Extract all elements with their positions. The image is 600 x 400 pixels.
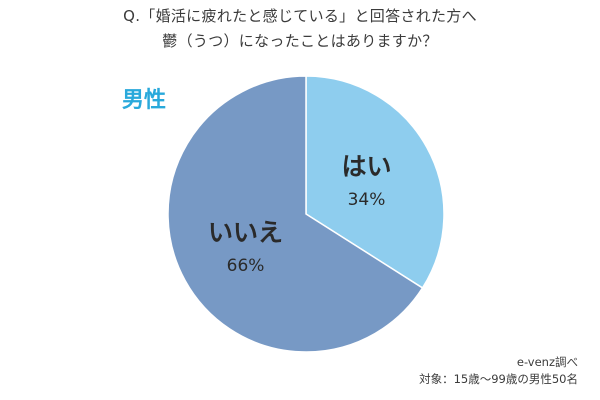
pie-slice-0 — [305, 75, 445, 289]
pie-label-1: いいえ — [208, 218, 283, 247]
source-line2: 対象：15歳〜99歳の男性50名 — [419, 372, 578, 386]
chart-title-line2: 鬱（うつ）になったことはありますか？ — [162, 32, 438, 50]
pie-label-0: はい — [341, 152, 391, 181]
pie-slice-1 — [167, 75, 424, 353]
chart-title: Q.「婚活に疲れたと感じている」と回答された方へ 鬱（うつ）になったことはありま… — [0, 4, 600, 54]
pie-value-label-1: 66% — [227, 256, 265, 276]
chart-title-line1: Q.「婚活に疲れたと感じている」と回答された方へ — [123, 7, 477, 25]
source-line1: e-venz調べ — [516, 355, 578, 369]
pie-value-label-0: 34% — [348, 190, 386, 210]
source-note: e-venz調べ 対象：15歳〜99歳の男性50名 — [419, 354, 578, 388]
gender-label: 男性 — [122, 88, 167, 113]
